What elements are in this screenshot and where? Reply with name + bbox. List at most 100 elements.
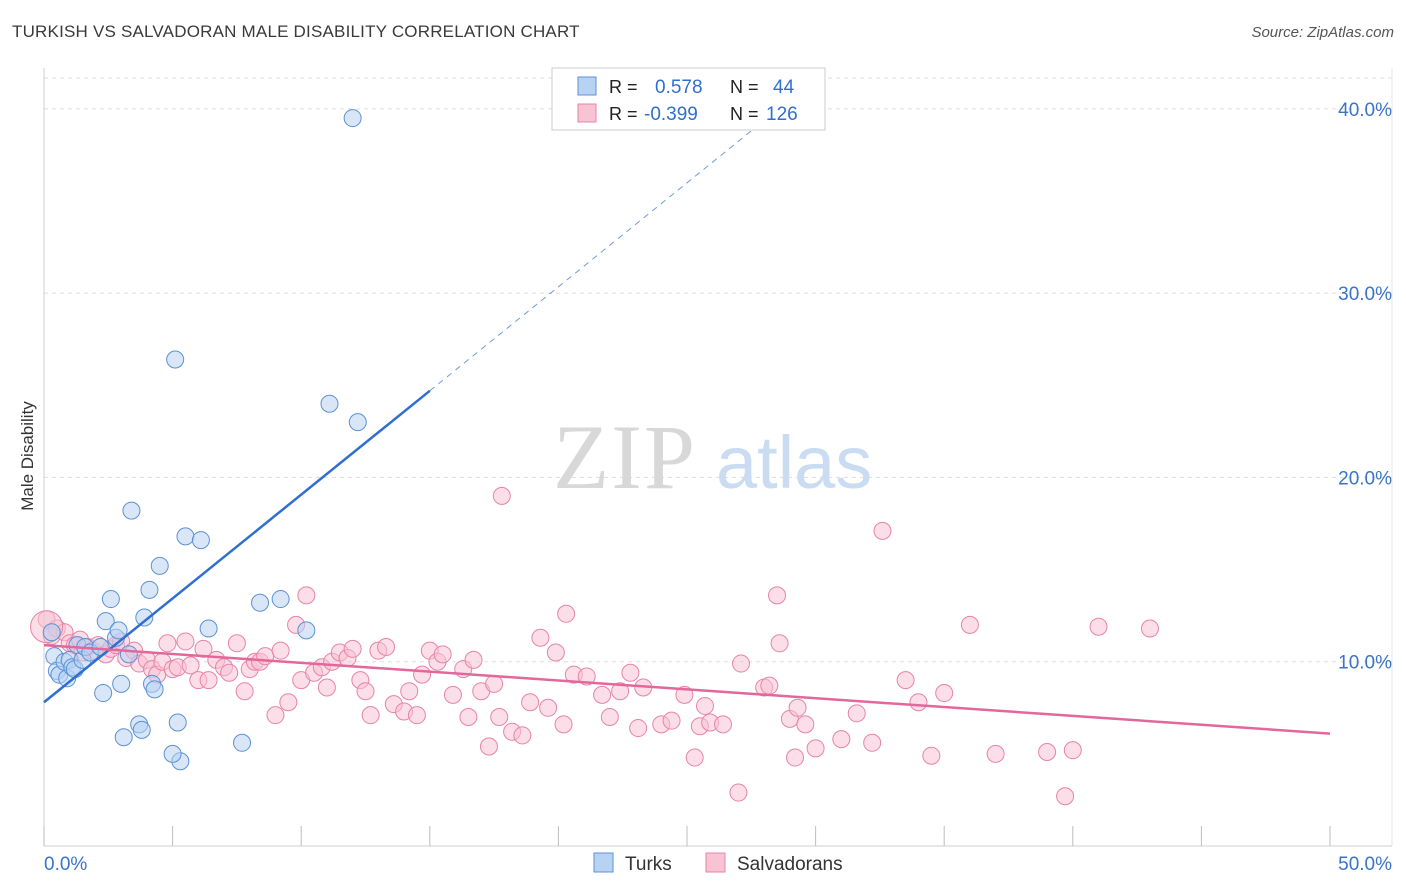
gridlines — [44, 77, 1392, 663]
turks-point-35 — [199, 619, 218, 638]
turks-point-20 — [114, 728, 133, 747]
salvadorans-point-103 — [786, 748, 805, 767]
salvadorans-point-29 — [199, 671, 218, 690]
turks-point-41 — [343, 109, 362, 128]
salvadorans-point-80 — [554, 715, 573, 734]
salvadorans-point-110 — [909, 693, 928, 712]
turks-point-39 — [297, 621, 316, 640]
turks-point-34 — [191, 531, 210, 550]
salvadorans-point-104 — [796, 715, 815, 734]
salvadorans-point-33 — [227, 634, 246, 653]
salvadorans-point-25 — [176, 632, 195, 651]
turks-point-24 — [132, 720, 151, 739]
salvadorans-point-84 — [593, 685, 612, 704]
salvadorans-point-38 — [256, 647, 275, 666]
salvadorans-point-97 — [732, 654, 751, 673]
salvadorans-point-107 — [847, 704, 866, 723]
salvadorans-point-67 — [459, 708, 478, 726]
turks-point-30 — [166, 350, 185, 369]
trend-lines — [43, 99, 1331, 735]
salvadorans-point-71 — [485, 674, 504, 693]
turks-point-16 — [101, 590, 120, 609]
salvadorans-point-109 — [873, 521, 892, 540]
salvadorans-point-47 — [317, 678, 336, 697]
salvadorans-point-64 — [433, 645, 452, 664]
salvadorans-point-112 — [922, 746, 941, 765]
turks-point-26 — [140, 580, 159, 599]
salvadorans-point-87 — [621, 663, 640, 682]
salvadorans-point-122 — [896, 671, 915, 690]
salvadorans-legend-swatch — [577, 103, 597, 123]
y-axis-label: Male Disability — [18, 401, 37, 511]
salvadorans-r-label: R = — [609, 104, 638, 124]
axes — [43, 68, 1393, 847]
salvadorans-point-73 — [492, 486, 511, 505]
salvadorans-point-100 — [768, 586, 787, 605]
turks-point-36 — [233, 733, 252, 752]
turks-point-25 — [135, 608, 154, 627]
bottom-legend: Turks Salvadorans — [593, 852, 843, 875]
y-tick-label-3: 40.0% — [1338, 100, 1392, 121]
turks-bottom-label: Turks — [625, 854, 672, 875]
salvadorans-point-86 — [611, 682, 630, 701]
turks-point-15 — [96, 612, 115, 631]
turks-point-14 — [94, 684, 113, 703]
salvadorans-point-85 — [600, 708, 619, 726]
x-tick-label-min: 0.0% — [44, 854, 87, 875]
tick-labels: 10.0% 20.0% 30.0% 40.0% 0.0% 50.0% — [44, 100, 1392, 875]
y-tick-label-0: 10.0% — [1338, 653, 1392, 674]
salvadorans-point-123 — [788, 698, 807, 717]
salvadorans-point-99 — [760, 676, 779, 695]
turks-legend-swatch — [577, 76, 597, 96]
salvadorans-point-75 — [513, 726, 532, 745]
salvadorans-point-96 — [714, 715, 733, 734]
watermark-atlas: atlas — [716, 421, 872, 504]
salvadorans-point-78 — [539, 698, 558, 717]
salvadorans-point-72 — [490, 708, 509, 726]
source-label: Source: ZipAtlas.com — [1251, 24, 1394, 41]
turks-bottom-swatch — [593, 852, 614, 873]
salvadorans-point-106 — [832, 730, 851, 749]
turks-point-37 — [251, 593, 270, 612]
stats-legend: R = 0.578 N = 44 R = -0.399 N = 126 — [551, 67, 826, 131]
salvadorans-point-94 — [696, 696, 715, 715]
salvadorans-point-51 — [343, 639, 362, 658]
salvadorans-point-32 — [220, 663, 239, 682]
turks-point-19 — [112, 674, 131, 693]
turks-n-value: 44 — [773, 77, 795, 98]
salvadorans-point-59 — [400, 682, 419, 701]
salvadorans-point-56 — [377, 637, 396, 656]
salvadorans-point-81 — [557, 604, 576, 623]
y-tick-label-1: 20.0% — [1338, 468, 1392, 489]
turks-point-43 — [163, 744, 182, 763]
salvadorans-point-53 — [356, 682, 375, 701]
salvadorans-r-value: -0.399 — [644, 104, 698, 125]
salvadorans-point-79 — [546, 643, 565, 662]
chart-title: TURKISH VS SALVADORAN MALE DISABILITY CO… — [12, 22, 580, 41]
turks-point-38 — [271, 590, 290, 609]
turks-trend-extension — [429, 99, 791, 392]
turks-point-21 — [119, 645, 138, 664]
salvadorans-point-121 — [729, 783, 748, 802]
turks-point-33 — [176, 527, 195, 546]
turks-point-28 — [145, 680, 164, 699]
turks-r-label: R = — [609, 77, 638, 97]
salvadorans-point-70 — [479, 737, 498, 756]
turks-n-label: N = — [730, 77, 759, 97]
salvadorans-point-44 — [297, 586, 316, 605]
salvadorans-point-41 — [279, 693, 298, 712]
salvadorans-point-88 — [629, 719, 648, 738]
salvadorans-point-115 — [1038, 743, 1057, 762]
salvadorans-point-68 — [464, 650, 483, 669]
salvadorans-point-120 — [685, 748, 704, 767]
salvadorans-point-26 — [181, 656, 200, 675]
turks-point-18 — [109, 621, 128, 640]
salvadorans-point-108 — [863, 733, 882, 752]
turks-point-40 — [320, 394, 339, 413]
salvadorans-point-118 — [1089, 617, 1108, 636]
salvadorans-point-116 — [1063, 741, 1082, 760]
salvadorans-point-61 — [413, 665, 432, 684]
salvadorans-point-91 — [662, 711, 681, 730]
salvadorans-point-34 — [235, 682, 254, 701]
